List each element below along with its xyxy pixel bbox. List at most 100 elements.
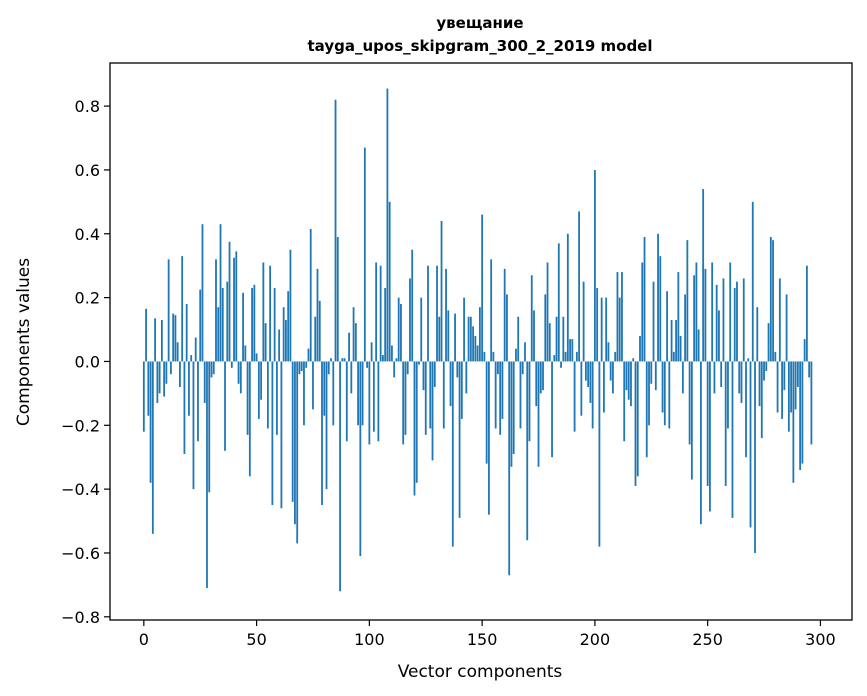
bar xyxy=(237,361,240,384)
bar xyxy=(181,256,184,362)
bar xyxy=(749,361,752,528)
bar xyxy=(239,361,242,394)
bar xyxy=(199,289,202,362)
bar xyxy=(580,361,583,416)
bar xyxy=(607,342,610,362)
bar xyxy=(386,88,389,362)
y-tick-label: 0.6 xyxy=(75,161,100,180)
bar xyxy=(526,361,529,541)
bar xyxy=(359,361,362,557)
bar xyxy=(309,228,312,362)
bar xyxy=(224,361,226,451)
bar xyxy=(149,361,152,483)
bar xyxy=(226,281,229,362)
bar xyxy=(783,361,786,391)
bar xyxy=(609,361,612,381)
bar xyxy=(530,275,533,362)
bar xyxy=(215,259,217,362)
bar xyxy=(350,361,353,394)
bar xyxy=(305,361,308,368)
x-tick-label: 300 xyxy=(805,630,836,649)
bar xyxy=(339,361,341,592)
bar xyxy=(614,351,617,362)
bar xyxy=(515,348,517,362)
bar xyxy=(395,358,398,362)
bar xyxy=(718,310,720,362)
bar xyxy=(731,361,734,518)
bar xyxy=(742,278,745,362)
bar xyxy=(393,361,396,378)
bar xyxy=(260,361,263,400)
bar xyxy=(736,281,738,362)
bar xyxy=(618,297,621,362)
bar xyxy=(142,361,145,432)
bar xyxy=(686,240,689,362)
bar xyxy=(363,147,366,362)
bar xyxy=(722,278,725,362)
bar xyxy=(794,361,797,410)
bar xyxy=(645,361,648,458)
bar xyxy=(190,355,193,362)
x-tick-label: 250 xyxy=(692,630,723,649)
bar xyxy=(528,361,531,442)
bar xyxy=(415,361,418,483)
y-axis-ticks: −0.8 −0.6 −0.4 −0.2 0.0 0.2 0.4 0.6 0.8 xyxy=(61,97,110,627)
bar xyxy=(785,294,788,362)
bar xyxy=(294,361,296,525)
bar xyxy=(679,335,682,362)
bar xyxy=(257,361,260,419)
bar xyxy=(711,262,714,362)
bar xyxy=(781,361,783,419)
bar xyxy=(158,361,161,394)
bar xyxy=(663,361,666,426)
bar xyxy=(192,361,195,490)
bar xyxy=(431,361,434,461)
bar xyxy=(790,361,793,413)
bar xyxy=(327,361,330,375)
chart-title: увещание xyxy=(436,14,523,32)
bar xyxy=(508,361,511,576)
bar xyxy=(332,361,335,426)
bar xyxy=(623,361,626,442)
bar xyxy=(436,265,438,362)
bar xyxy=(291,361,294,502)
bar xyxy=(368,361,371,445)
bar xyxy=(413,361,416,496)
y-tick-label: 0.0 xyxy=(75,352,100,371)
bar xyxy=(289,249,292,362)
bar xyxy=(666,291,668,362)
bar xyxy=(699,361,702,525)
bar xyxy=(300,361,303,372)
bar xyxy=(596,288,599,362)
bar xyxy=(219,224,222,362)
bar xyxy=(345,361,348,442)
bar xyxy=(512,361,515,455)
bar xyxy=(312,361,314,410)
bar xyxy=(501,361,504,419)
bar xyxy=(357,361,359,426)
bar xyxy=(314,316,317,362)
bar xyxy=(397,297,400,362)
bar xyxy=(801,361,804,464)
bar xyxy=(467,316,470,362)
bar xyxy=(702,189,705,362)
bar xyxy=(188,361,190,416)
bar xyxy=(341,358,344,362)
bar xyxy=(145,308,147,362)
bar xyxy=(535,361,538,407)
bar xyxy=(402,361,405,445)
bar xyxy=(490,259,493,362)
bar xyxy=(336,236,339,362)
bar xyxy=(767,323,770,362)
bar xyxy=(411,249,414,362)
bar xyxy=(652,281,655,362)
bar xyxy=(729,262,732,362)
bar xyxy=(740,361,743,403)
bar xyxy=(248,361,251,477)
bar xyxy=(713,361,716,394)
bar xyxy=(562,316,565,362)
bar xyxy=(544,294,547,362)
bar xyxy=(776,361,779,413)
bar xyxy=(228,241,231,362)
